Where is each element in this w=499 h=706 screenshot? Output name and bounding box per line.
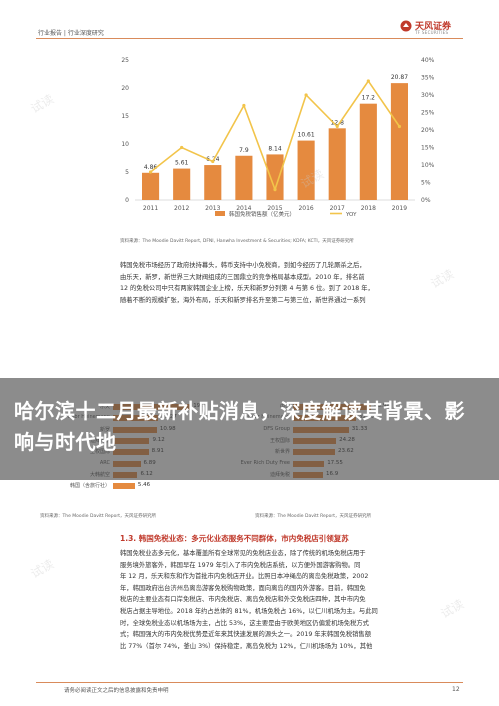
left-tick-label: 20 [121, 85, 129, 92]
chart-bar [359, 103, 377, 200]
right-tick-label: 25% [421, 110, 435, 117]
chart-bar [173, 168, 191, 200]
category-tick-label: 2011 [143, 205, 158, 212]
bar-row: 韩国（含旅行社） 5.46 [60, 482, 230, 490]
bar-data-label: 4.86 [144, 164, 158, 171]
banner-title: 哈尔滨十二月最新补贴消息，深度解读其背景、影响与时代地 [14, 399, 465, 454]
yoy-point [366, 79, 370, 83]
left-tick-label: 10 [121, 141, 129, 148]
chart-bar [297, 140, 315, 200]
category-tick-label: 2012 [174, 205, 189, 212]
sales-chart-svg: 0 5 10 15 20 25 0% 5% 10% 15% 20% 25% 30% 35% 40% 4.86 2… [121, 57, 435, 218]
sales-chart: 0 5 10 15 20 25 0% 5% 10% 15% 20% 25% 30% 35% 40% 4.86 2… [40, 48, 460, 238]
chart-bar [235, 155, 253, 200]
chart-source: 资料来源：The Moodie Davitt Report, DFNI, Han… [120, 239, 354, 244]
right-tick-label: 40% [421, 57, 435, 64]
paragraph-line: 税店占据主导地位。2018 年约占总体的 81%，机场免税占 16%，以仁川机场… [120, 607, 378, 615]
yoy-point [273, 187, 277, 192]
yoy-point [304, 93, 308, 97]
right-panel-source: 资料来源：The Moodie Davitt Report，天风证券研究所 [255, 514, 372, 519]
legend-bar-swatch [215, 211, 225, 216]
footer-divider [36, 682, 463, 683]
paragraph-line: 服务境外旅客外，韩国早在 1979 年引入了市内免税店系统，以方便外国游客购物。… [120, 561, 361, 569]
category-tick-label: 2015 [267, 205, 282, 212]
paragraph-line: 式；韩国强大的市内免税优势是近年来其快速发展的源头之一。2019 年末韩国免税销… [120, 631, 372, 639]
category-tick-label: 2016 [298, 205, 313, 212]
chart-bar [204, 165, 222, 200]
paragraph-line: 由乐天，新罗，新世界三大财阀组成的三国鼎立的竞争格局基本成型。2010 年，排名… [120, 273, 365, 281]
category-tick-label: 2019 [392, 205, 407, 212]
left-tick-label: 25 [121, 57, 129, 64]
logo-mark-icon [400, 20, 412, 32]
right-tick-label: 35% [421, 75, 435, 82]
right-tick-label: 15% [421, 145, 435, 152]
page-header: 行业报告 | 行业深度研究 天风证券 TF SECURITIES [0, 0, 499, 40]
yoy-point [148, 170, 153, 174]
bar-data-label: 6.24 [206, 156, 220, 163]
left-panel-source: 资料来源：The Moodie Davitt Report，天风证券研究所 [40, 514, 157, 519]
category-tick-label: 2018 [361, 205, 376, 212]
category-tick-label: 2014 [236, 205, 251, 212]
paragraph-line: 韩国免税业态多元化，基本覆盖所有全球常见的免税店业态，除了传统的机场免税店用于 [120, 550, 366, 557]
yoy-point [242, 103, 246, 108]
bar-data-label: 20.87 [391, 74, 408, 81]
paragraph-line: 随着不断的规模扩张，海外布局，乐天和新罗排名升至第二与第三位，新世界通过一系列 [120, 296, 366, 304]
right-tick-label: 20% [421, 127, 435, 134]
bar-data-label: 5.61 [175, 160, 189, 167]
paragraph-line: 时，全球免税业态以机场场为主，占比 53%，这主要是由于欧美地区仍偏爱机场免税方… [120, 619, 369, 627]
logo-cn-text: 天风证券 [415, 22, 452, 32]
legend-line-label: YOY [345, 212, 357, 218]
paragraph-line: 12 的免税公司中只有两家韩国企业上榜，乐天和新罗分列第 4 与第 6 位。到了… [120, 285, 374, 293]
paragraph-line: 年 12 月，乐天和东和作为首批市内免税店开业。比照日本冲绳岛的离岛免税政策，2… [120, 573, 369, 581]
paragraph-line: 税店的主要业态有口岸免税店、市内免税店、离岛免税店和外交免税店四种，其中市内免 [120, 596, 366, 604]
yoy-point [180, 145, 184, 150]
header-category: 行业报告 | 行业深度研究 [38, 30, 104, 37]
category-tick-label: 2017 [330, 205, 345, 212]
yoy-point [397, 124, 402, 129]
logo-en-text: TF SECURITIES [415, 30, 449, 35]
right-tick-label: 5% [421, 180, 431, 187]
left-tick-label: 15 [121, 113, 129, 120]
paragraph-2: 韩国免税业态多元化，基本覆盖所有全球常见的免税店业态，除了传统的机场免税店用于 … [120, 548, 460, 652]
right-tick-label: 10% [421, 162, 435, 169]
paragraph-line: 比 77%（首尔 74%，釜山 3%）保持稳定，离岛免税为 12%，仁川机场场为… [120, 642, 373, 650]
bar-data-label: 8.14 [268, 145, 282, 152]
left-tick-label: 0 [125, 197, 129, 204]
bar-data-label: 10.61 [298, 132, 315, 139]
yoy-point [335, 124, 339, 129]
chart-bar [328, 128, 346, 200]
bar-data-label: 7.9 [239, 147, 249, 154]
bar-data-label: 12.8 [331, 119, 345, 126]
chart-bar [142, 172, 160, 200]
footer-disclaimer: 请务必阅读正文之后的信息披露和免责申明 [64, 688, 169, 694]
right-tick-label: 0% [421, 197, 431, 204]
overlay-banner: 哈尔滨十二月最新补贴消息，深度解读其背景、影响与时代地 [0, 378, 499, 480]
bar-row-fill [113, 483, 135, 490]
legend-bar-label: 韩国免税销售额（亿美元） [229, 210, 295, 218]
bar-row-label: 韩国（含旅行社） [69, 483, 110, 490]
chart-bar [390, 83, 408, 200]
yoy-point [211, 159, 215, 164]
page-number: 12 [452, 686, 460, 693]
category-tick-label: 2013 [205, 205, 220, 212]
right-tick-label: 30% [421, 92, 435, 99]
brand-logo: 天风证券 TF SECURITIES [400, 18, 470, 38]
watermark: 试读 [28, 556, 57, 581]
bar-data-label: 17.2 [362, 95, 376, 102]
section-title: 1.3. 韩国免税业态：多元化业态服务不同群体，市内免税店引领复苏 [120, 534, 349, 543]
paragraph-1: 韩国免税市场经历了政府扶持幕头，韩币支持中小免税商，到如今经历了几轮厮杀之后， … [120, 260, 460, 306]
bar-row-value: 5.46 [137, 482, 151, 489]
paragraph-line: 年，韩国政府出台济州岛离岛游客免税购物政策，面向离岛的国内外游客。目前，韩国免 [120, 584, 366, 592]
chart-bar [266, 154, 284, 200]
left-tick-label: 5 [125, 169, 129, 176]
paragraph-line: 韩国免税市场经历了政府扶持幕头，韩币支持中小免税商，到如今经历了几轮厮杀之后， [120, 262, 366, 269]
header-divider [36, 38, 463, 39]
